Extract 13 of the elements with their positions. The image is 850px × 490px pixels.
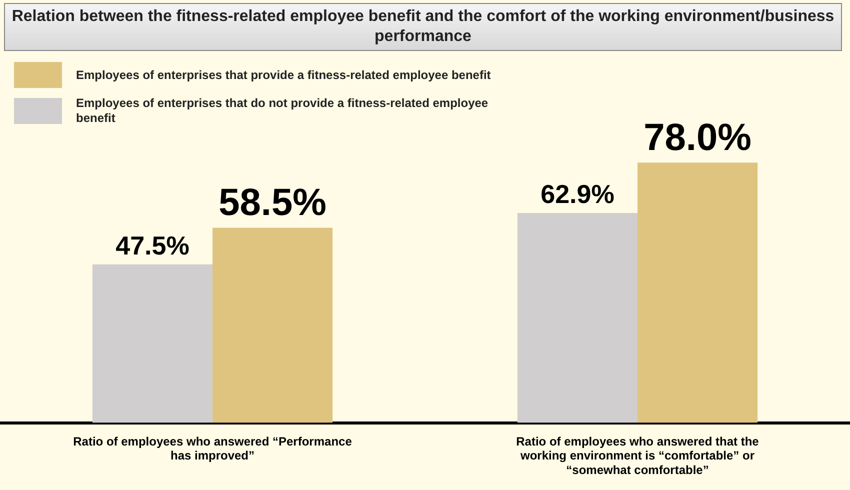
- bar: [517, 213, 638, 423]
- data-label: 58.5%: [218, 182, 326, 224]
- bar: [212, 228, 333, 423]
- data-label: 78.0%: [644, 117, 752, 160]
- data-label: 47.5%: [116, 230, 190, 261]
- x-tick-label: Ratio of employees who answered that the working environment is “comfortable” or “somewhat comfortable”: [516, 434, 760, 478]
- legend-label: Employees of enterprises that do not provide a fitness-related employee benefit: [76, 96, 490, 126]
- chart-title: Relation between the fitness-related employee benefit and the comfort of the working environment/business performance: [10, 7, 836, 47]
- bar: [638, 162, 758, 423]
- bar: [92, 264, 212, 423]
- legend-label: Employees of enterprises that provide a fitness-related employee benefit: [76, 68, 491, 82]
- x-tick-label: Ratio of employees who answered “Performance has improved”: [73, 434, 352, 463]
- data-label: 62.9%: [540, 179, 614, 210]
